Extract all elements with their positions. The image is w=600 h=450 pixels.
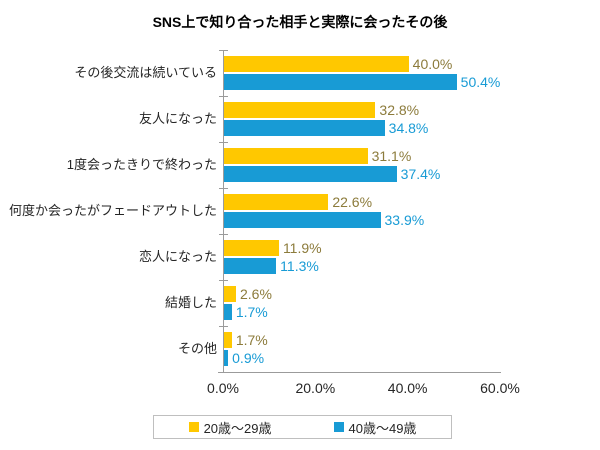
bar-series-1 (224, 212, 381, 228)
category-label: 1度会ったきりで終わった (66, 156, 217, 172)
value-label: 50.4% (460, 74, 501, 90)
x-axis-tick-label: 0.0% (207, 380, 239, 396)
legend-label: 20歳～29歳 (203, 420, 272, 436)
category-row: 友人になった 32.8% 34.8% (0, 96, 600, 142)
bar-series-1 (224, 166, 397, 182)
legend-label: 40歳～49歳 (348, 420, 417, 436)
category-label: 結婚した (164, 294, 217, 310)
value-label: 37.4% (400, 166, 441, 182)
value-label: 2.6% (240, 286, 272, 302)
category-bars: 32.8% 34.8% (219, 96, 501, 142)
bar-series-0 (224, 240, 279, 256)
category-label: 友人になった (138, 110, 217, 126)
bar-line: 40.0% (224, 56, 501, 72)
bar-series-0 (224, 194, 329, 210)
category-label: 恋人になった (138, 248, 217, 264)
category-bars: 1.7% 0.9% (219, 326, 501, 372)
value-label: 31.1% (371, 148, 412, 164)
category-bars: 22.6% 33.9% (219, 188, 501, 234)
category-label: その他 (177, 340, 217, 356)
chart-title: SNS上で知り合った相手と実際に会ったその後 (152, 14, 448, 30)
value-label: 1.7% (235, 304, 268, 320)
bar-line: 37.4% (224, 166, 501, 182)
value-label: 33.9% (384, 212, 425, 228)
category-bars: 2.6% 1.7% (219, 280, 501, 326)
bar-line: 1.7% (224, 304, 501, 320)
bar-series-0 (224, 332, 232, 348)
category-bars: 40.0% 50.4% (219, 50, 501, 96)
bar-line: 34.8% (224, 120, 501, 136)
bar-series-1 (224, 74, 457, 90)
x-axis-tick-label: 20.0% (295, 380, 336, 396)
bar-line: 31.1% (224, 148, 501, 164)
category-bars: 31.1% 37.4% (219, 142, 501, 188)
category-axis-tick (219, 96, 228, 97)
category-row: その他 1.7% 0.9% (0, 326, 600, 372)
value-label: 40.0% (412, 56, 453, 72)
bar-line: 50.4% (224, 74, 501, 90)
category-axis-tick (219, 234, 228, 235)
bar-series-0 (224, 56, 409, 72)
bar-series-1 (224, 258, 277, 274)
bar-series-0 (224, 102, 376, 118)
bar-series-0 (224, 286, 236, 302)
category-row: 結婚した 2.6% 1.7% (0, 280, 600, 326)
value-label: 0.9% (232, 350, 265, 366)
category-row: その後交流は続いている 40.0% 50.4% (0, 50, 600, 96)
category-label: 何度か会ったがフェードアウトした (8, 202, 217, 218)
bar-series-1 (224, 120, 385, 136)
value-label: 1.7% (235, 332, 268, 348)
legend-item-1: 40歳～49歳 (333, 418, 417, 437)
category-axis-tick (219, 280, 228, 281)
category-row: 何度か会ったがフェードアウトした 22.6% 33.9% (0, 188, 600, 234)
bar-line: 11.3% (224, 258, 501, 274)
bar-line: 0.9% (224, 350, 501, 366)
bar-line: 2.6% (224, 286, 501, 302)
bar-line: 11.9% (224, 240, 501, 256)
category-axis-tick (219, 326, 228, 327)
value-label: 11.9% (282, 240, 322, 256)
x-axis-tick-label: 40.0% (387, 380, 428, 396)
value-label: 32.8% (379, 102, 420, 118)
category-bars: 11.9% 11.3% (219, 234, 501, 280)
category-row: 1度会ったきりで終わった 31.1% 37.4% (0, 142, 600, 188)
legend: 20歳～29歳 40歳～49歳 (153, 415, 452, 439)
category-axis-tick (219, 188, 228, 189)
legend-swatch-icon (188, 422, 199, 432)
category-axis-tick (219, 50, 228, 51)
bar-line: 32.8% (224, 102, 501, 118)
value-label: 11.3% (280, 258, 319, 274)
value-label: 22.6% (332, 194, 373, 210)
bar-line: 1.7% (224, 332, 501, 348)
legend-swatch-icon (333, 422, 344, 432)
value-label: 34.8% (388, 120, 429, 136)
bar-line: 22.6% (224, 194, 501, 210)
bar-series-1 (224, 304, 232, 320)
category-axis-tick (219, 142, 228, 143)
x-axis-tick-label: 60.0% (480, 380, 520, 396)
category-label: その後交流は続いている (74, 64, 217, 80)
bar-series-0 (224, 148, 368, 164)
bar-series-1 (224, 350, 229, 366)
category-row: 恋人になった 11.9% 11.3% (0, 234, 600, 280)
legend-item-0: 20歳～29歳 (188, 418, 272, 437)
plot-area: その後交流は続いている 40.0% 50.4% 友人になった 32.8% 34.8% 1度会… (0, 50, 600, 372)
bar-line: 33.9% (224, 212, 501, 228)
x-axis-line (218, 372, 501, 373)
